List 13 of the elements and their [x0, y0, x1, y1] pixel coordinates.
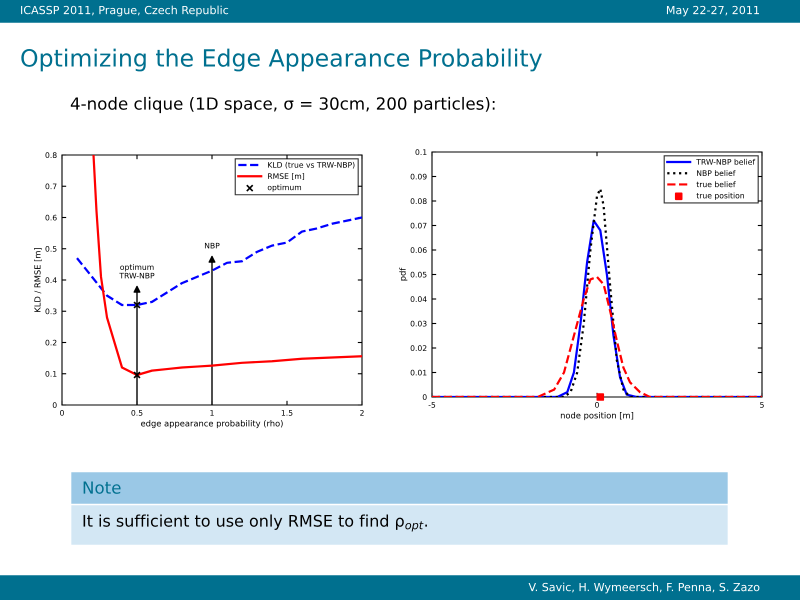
line-series	[92, 155, 362, 376]
text: ICASSP 2011, Prague, Czech Republic	[21, 6, 228, 16]
text: V. Savic, H. Wymeersch, F. Penna, S. Zazo	[528, 582, 760, 594]
text: May 22-27, 2011	[666, 6, 759, 16]
y-axis-title: KLD / RMSE [m]	[34, 248, 42, 312]
y-axis-title: pdf	[399, 268, 408, 280]
text: Optimizing the Edge Appearance Probability	[21, 48, 542, 72]
line-series	[76, 216, 362, 306]
x-axis-title: edge appearance probability (rho)	[141, 420, 283, 428]
text: Note	[84, 481, 121, 494]
text: It is sufficient to use only RMSE to find ρ$_{opt}$.	[84, 514, 427, 532]
text: 4-node clique (1D space, σ = 30cm, 200 particles):	[70, 96, 495, 114]
x-axis-title: node position [m]	[560, 412, 634, 420]
